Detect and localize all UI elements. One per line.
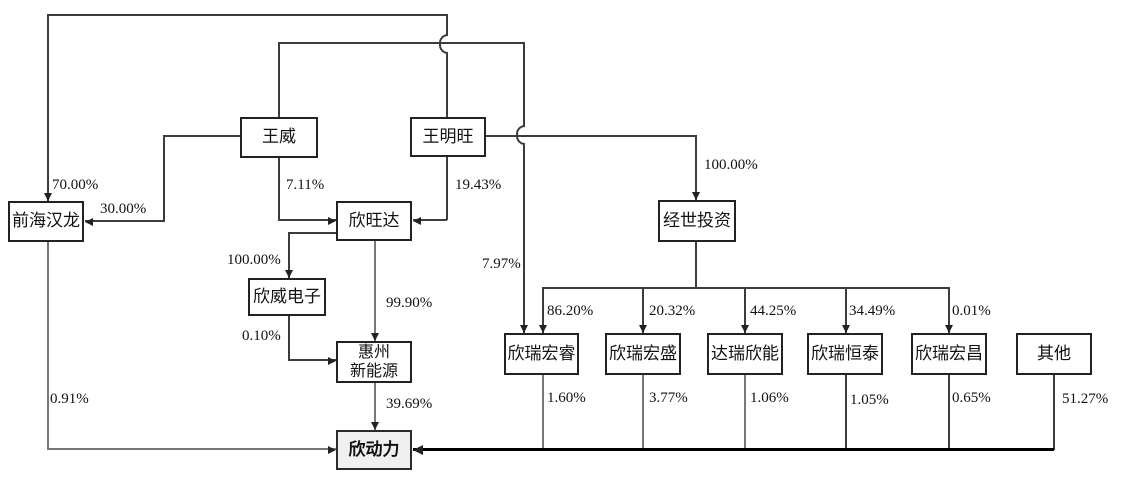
line-jump-arc bbox=[439, 34, 448, 54]
arrowhead-icon bbox=[413, 445, 423, 455]
ownership-percent-label: 7.97% bbox=[482, 256, 521, 272]
connector-line bbox=[413, 448, 1054, 451]
node-xindongli: 欣动力 bbox=[336, 430, 412, 470]
connector-line bbox=[695, 135, 697, 201]
arrowhead-icon bbox=[44, 193, 52, 201]
connector-line bbox=[948, 287, 950, 335]
connector-line bbox=[279, 219, 336, 221]
node-qianhai-hanlong: 前海汉龙 bbox=[8, 201, 84, 242]
connector-line bbox=[47, 448, 336, 450]
ownership-percent-label: 1.60% bbox=[547, 390, 586, 406]
connector-line bbox=[288, 232, 336, 234]
ownership-percent-label: 86.20% bbox=[547, 303, 594, 319]
connector-line bbox=[542, 287, 544, 335]
ownership-percent-label: 30.00% bbox=[100, 201, 147, 217]
connector-line bbox=[446, 14, 448, 35]
connector-line bbox=[47, 14, 49, 202]
connector-line bbox=[278, 42, 280, 118]
node-xinwei-dianzi: 欣威电子 bbox=[248, 278, 326, 316]
connector-line bbox=[744, 287, 746, 335]
ownership-percent-label: 19.43% bbox=[455, 177, 502, 193]
arrowhead-icon bbox=[413, 217, 421, 225]
node-jingshi-touzi: 经世投资 bbox=[658, 200, 736, 242]
ownership-percent-label: 70.00% bbox=[52, 177, 99, 193]
node-xinrui-hongrui: 欣瑞宏睿 bbox=[504, 333, 579, 375]
node-qita: 其他 bbox=[1016, 333, 1092, 375]
ownership-percent-label: 51.27% bbox=[1062, 391, 1109, 407]
arrowhead-icon bbox=[285, 270, 293, 278]
node-huizhou-xinnengyuan: 惠州 新能源 bbox=[336, 341, 412, 383]
ownership-percent-label: 100.00% bbox=[227, 252, 281, 268]
connector-line bbox=[278, 42, 525, 44]
connector-line bbox=[642, 375, 644, 450]
connector-line bbox=[523, 42, 525, 126]
connector-line bbox=[288, 359, 336, 361]
node-xinrui-hengtai: 欣瑞恒泰 bbox=[807, 333, 883, 375]
connector-line bbox=[163, 135, 165, 222]
connector-line bbox=[278, 157, 280, 221]
arrowhead-icon bbox=[371, 333, 379, 341]
connector-line bbox=[446, 157, 448, 220]
arrowhead-icon bbox=[520, 325, 528, 333]
ownership-percent-label: 1.05% bbox=[850, 392, 889, 408]
connector-line bbox=[374, 241, 376, 342]
connector-line bbox=[695, 242, 697, 289]
ownership-percent-label: 0.91% bbox=[50, 391, 89, 407]
node-wang-wei: 王威 bbox=[240, 117, 318, 158]
connector-line bbox=[948, 375, 950, 450]
arrowhead-icon bbox=[328, 357, 336, 365]
node-xinwangda: 欣旺达 bbox=[336, 201, 412, 241]
arrowhead-icon bbox=[692, 192, 700, 200]
connector-line bbox=[374, 383, 376, 431]
ownership-percent-label: 34.49% bbox=[849, 303, 896, 319]
ownership-percent-label: 0.65% bbox=[952, 390, 991, 406]
node-wang-mingwang: 王明旺 bbox=[410, 117, 486, 157]
connector-line bbox=[542, 375, 544, 450]
ownership-percent-label: 7.11% bbox=[286, 177, 325, 193]
connector-line bbox=[47, 241, 49, 450]
ownership-percent-label: 20.32% bbox=[649, 303, 696, 319]
connector-line bbox=[1053, 375, 1055, 450]
arrowhead-icon bbox=[328, 446, 336, 454]
connector-line bbox=[446, 54, 448, 118]
arrowhead-icon bbox=[842, 325, 850, 333]
ownership-percent-label: 44.25% bbox=[750, 303, 797, 319]
connector-line bbox=[288, 315, 290, 360]
arrowhead-icon bbox=[945, 325, 953, 333]
connector-line bbox=[523, 145, 525, 335]
connector-line bbox=[163, 135, 241, 137]
ownership-percent-label: 100.00% bbox=[704, 157, 758, 173]
ownership-percent-label: 1.06% bbox=[750, 390, 789, 406]
arrowhead-icon bbox=[328, 217, 336, 225]
arrowhead-icon bbox=[85, 218, 93, 226]
arrowhead-icon bbox=[371, 422, 379, 430]
connector-line bbox=[744, 375, 746, 450]
ownership-percent-label: 99.90% bbox=[386, 295, 433, 311]
arrowhead-icon bbox=[639, 325, 647, 333]
arrowhead-icon bbox=[741, 325, 749, 333]
node-darui-xinneng: 达瑞欣能 bbox=[707, 333, 783, 375]
connector-line bbox=[845, 287, 847, 335]
connector-line bbox=[486, 135, 697, 137]
node-xinrui-hongsheng: 欣瑞宏盛 bbox=[605, 333, 681, 375]
line-jump-arc bbox=[516, 125, 525, 145]
connector-line bbox=[845, 375, 847, 450]
ownership-percent-label: 0.01% bbox=[952, 303, 991, 319]
connector-line bbox=[288, 232, 290, 278]
connector-line bbox=[413, 219, 447, 221]
connector-line bbox=[85, 220, 164, 222]
connector-line bbox=[47, 14, 448, 16]
arrowhead-icon bbox=[539, 325, 547, 333]
node-xinrui-hongchang: 欣瑞宏昌 bbox=[911, 333, 987, 375]
ownership-percent-label: 3.77% bbox=[649, 390, 688, 406]
ownership-percent-label: 0.10% bbox=[242, 328, 281, 344]
ownership-percent-label: 39.69% bbox=[386, 396, 433, 412]
connector-line bbox=[642, 287, 644, 335]
